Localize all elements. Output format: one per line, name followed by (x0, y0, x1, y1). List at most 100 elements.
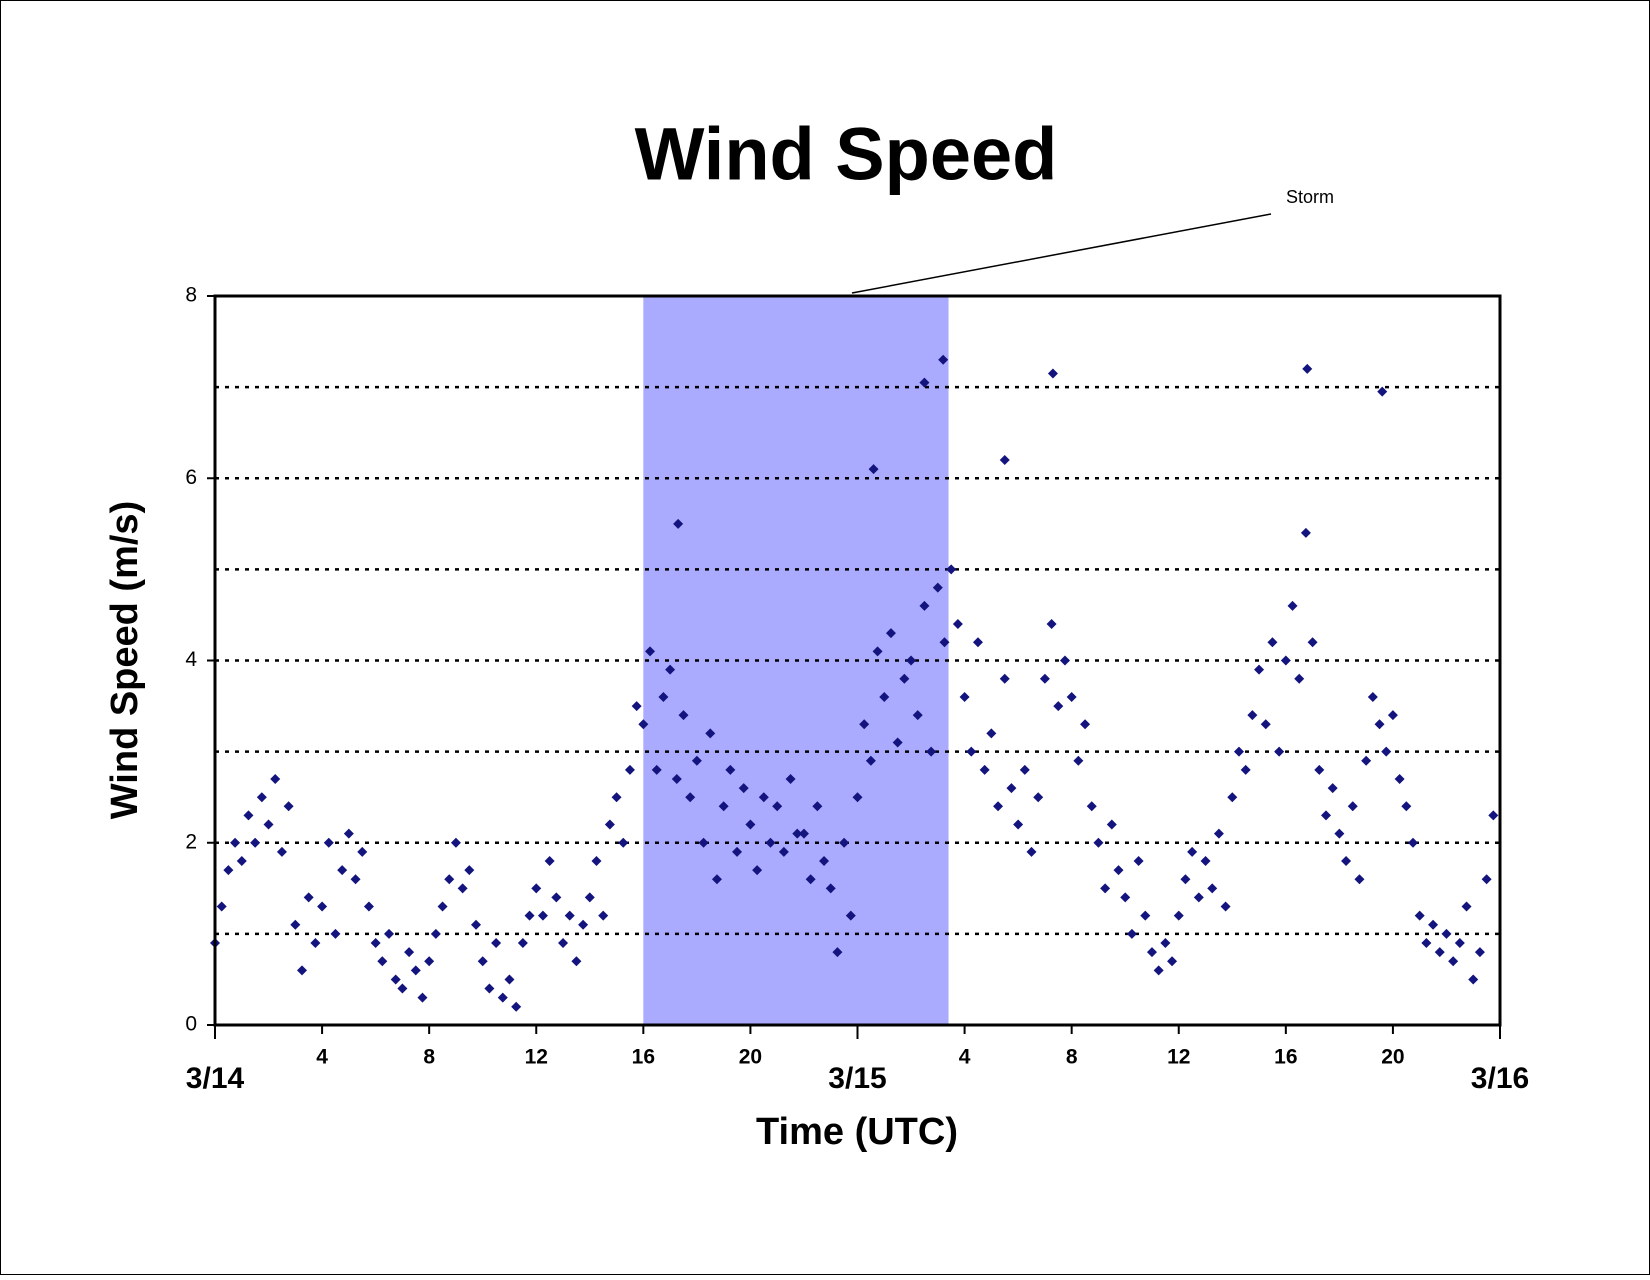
point (450, 837, 461, 848)
point (1481, 874, 1492, 885)
point (618, 837, 629, 848)
point (1381, 746, 1392, 757)
point (1233, 746, 1244, 757)
point (872, 646, 883, 657)
point (772, 801, 783, 812)
point (1153, 965, 1164, 976)
y-axis-title: Wind Speed (m/s) (104, 501, 146, 819)
point (906, 655, 917, 666)
point (859, 719, 870, 730)
point (651, 764, 662, 775)
point (999, 455, 1010, 466)
x-tick-label: 4 (959, 1046, 971, 1069)
point (1434, 947, 1445, 958)
point (1019, 764, 1030, 775)
point (524, 910, 535, 921)
point (564, 910, 575, 921)
point (216, 901, 227, 912)
point (417, 992, 428, 1003)
point (1280, 655, 1291, 666)
point (685, 792, 696, 803)
point (544, 855, 555, 866)
point (765, 837, 776, 848)
point (1341, 855, 1352, 866)
point (497, 992, 508, 1003)
point (337, 865, 348, 876)
point (1126, 928, 1137, 939)
point (1354, 874, 1365, 885)
point (932, 582, 943, 593)
point (899, 673, 910, 684)
point (1093, 837, 1104, 848)
x-tick-label: 8 (423, 1046, 435, 1069)
point (310, 937, 321, 948)
point (1314, 764, 1325, 775)
point (1361, 755, 1372, 766)
point (805, 874, 816, 885)
point (1441, 928, 1452, 939)
point (912, 710, 923, 721)
chart-title: Wind Speed (635, 113, 1058, 196)
point (491, 937, 502, 948)
point (1454, 937, 1465, 948)
point (1421, 937, 1432, 948)
point (825, 883, 836, 894)
point (1066, 691, 1077, 702)
point (384, 928, 395, 939)
point (477, 956, 488, 967)
x-tick-label: 20 (1381, 1046, 1404, 1069)
point (919, 377, 930, 388)
point (591, 855, 602, 866)
point (343, 828, 354, 839)
point (671, 773, 682, 784)
point (604, 819, 615, 830)
point (1047, 368, 1058, 379)
point (839, 837, 850, 848)
x-tick-label: 4 (316, 1046, 328, 1069)
point (1120, 892, 1131, 903)
point (1146, 947, 1157, 958)
point (1173, 910, 1184, 921)
point (1474, 947, 1485, 958)
point (658, 691, 669, 702)
point (892, 737, 903, 748)
point (390, 974, 401, 985)
point (410, 965, 421, 976)
point (698, 837, 709, 848)
point (243, 810, 254, 821)
x-tick-label: 8 (1066, 1046, 1078, 1069)
point (1294, 673, 1305, 684)
point (885, 628, 896, 639)
point (437, 901, 448, 912)
point (1401, 801, 1412, 812)
x-tick-label: 12 (1167, 1046, 1190, 1069)
point (464, 865, 475, 876)
x-tick-label: 3/15 (828, 1062, 886, 1095)
point (1468, 974, 1479, 985)
point (638, 719, 649, 730)
point (939, 637, 950, 648)
x-tick-label: 12 (525, 1046, 548, 1069)
point (938, 354, 949, 365)
point (852, 792, 863, 803)
point (624, 764, 635, 775)
point (993, 801, 1004, 812)
point (758, 792, 769, 803)
point (986, 728, 997, 739)
point (785, 773, 796, 784)
point (578, 919, 589, 930)
point (1320, 810, 1331, 821)
point (444, 874, 455, 885)
point (1387, 710, 1398, 721)
point (1461, 901, 1472, 912)
point (223, 865, 234, 876)
point (1374, 719, 1385, 730)
point (363, 901, 374, 912)
point (1407, 837, 1418, 848)
point (1327, 783, 1338, 794)
point (551, 892, 562, 903)
point (1274, 746, 1285, 757)
point (752, 865, 763, 876)
